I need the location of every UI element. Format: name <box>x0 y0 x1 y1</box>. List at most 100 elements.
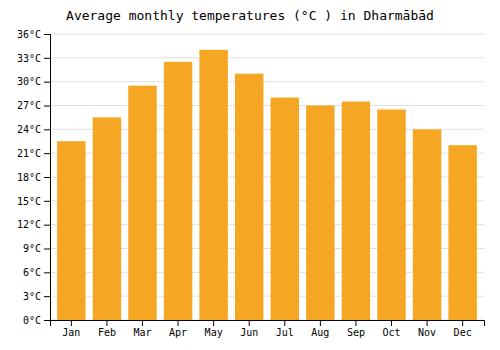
y-tick-label: 18°C <box>17 172 41 183</box>
bar <box>413 129 441 320</box>
chart-title: Average monthly temperatures (°C ) in Dh… <box>66 8 434 23</box>
x-tick-mark <box>284 320 285 326</box>
grid-line <box>50 57 484 58</box>
x-tick-mark <box>142 320 143 326</box>
grid-line <box>50 105 484 106</box>
x-tick-mark <box>106 320 107 326</box>
bar <box>57 141 85 320</box>
x-tick: Jul <box>276 320 294 338</box>
x-tick: Aug <box>311 320 329 338</box>
y-tick: 6°C <box>23 267 50 278</box>
y-axis: 0°C 3°C 6°C 9°C 12°C 15°C 18°C 21°C 24°C 27°C 30°C… <box>17 29 51 326</box>
bar <box>377 109 405 320</box>
x-tick: May <box>205 320 223 338</box>
x-tick-label: Jul <box>276 327 294 338</box>
chart-svg: Average monthly temperatures (°C ) in Dh… <box>0 0 500 350</box>
y-tick-label: 3°C <box>23 291 41 302</box>
x-tick: Mar <box>133 320 151 338</box>
x-tick-label: Aug <box>311 327 329 338</box>
y-tick-label: 9°C <box>23 243 41 254</box>
x-tick-label: Apr <box>169 327 187 338</box>
y-tick: 18°C <box>17 172 50 183</box>
x-tick-mark <box>427 320 428 326</box>
y-tick-mark <box>44 34 50 35</box>
chart-container: Average monthly temperatures (°C ) in Dh… <box>0 0 500 350</box>
plot-area: 0°C 3°C 6°C 9°C 12°C 15°C 18°C 21°C 24°C 27°C 30°C… <box>17 29 485 338</box>
y-tick-label: 12°C <box>17 219 41 230</box>
x-tick-label: Jan <box>62 327 80 338</box>
y-tick-label: 27°C <box>17 100 41 111</box>
x-tick-label: May <box>205 327 223 338</box>
bar <box>342 102 370 320</box>
bar <box>235 74 263 320</box>
y-tick: 24°C <box>17 124 50 135</box>
y-tick-mark <box>44 225 50 226</box>
y-tick: 33°C <box>17 53 50 64</box>
x-tick-mark <box>71 320 72 326</box>
y-tick-label: 15°C <box>17 196 41 207</box>
y-tick-mark <box>44 249 50 250</box>
y-tick-label: 24°C <box>17 124 41 135</box>
x-tick: Oct <box>382 320 400 338</box>
y-tick: 3°C <box>23 291 50 302</box>
y-tick-mark <box>44 153 50 154</box>
x-tick: Apr <box>169 320 187 338</box>
y-tick: 36°C <box>17 29 50 40</box>
y-tick-mark <box>44 129 50 130</box>
y-tick-mark <box>44 82 50 83</box>
x-tick: Feb <box>98 320 116 338</box>
bars <box>57 50 477 320</box>
bar <box>199 50 227 320</box>
y-tick-label: 36°C <box>17 29 41 40</box>
x-axis: Jan Feb Mar Apr May Jun Jul Aug Sep Oct Nov Dec <box>51 320 485 338</box>
x-tick: Jan <box>62 320 80 338</box>
x-tick-label: Oct <box>382 327 400 338</box>
y-tick: 21°C <box>17 148 50 159</box>
grid <box>50 34 484 320</box>
x-tick-label: Sep <box>347 327 365 338</box>
y-tick: 30°C <box>17 76 50 87</box>
bar <box>164 62 192 320</box>
bar <box>448 145 476 320</box>
y-tick-label: 6°C <box>23 267 41 278</box>
axis-domain <box>44 35 51 321</box>
x-tick-label: Nov <box>418 327 436 338</box>
bar <box>93 117 121 320</box>
y-tick: 27°C <box>17 100 50 111</box>
bar <box>128 86 156 320</box>
axis-domain <box>51 321 485 327</box>
y-tick-mark <box>44 177 50 178</box>
x-tick: Jun <box>240 320 258 338</box>
y-tick: 0°C <box>23 315 50 326</box>
grid-line <box>50 34 484 35</box>
x-tick-label: Feb <box>98 327 116 338</box>
grid-line <box>50 81 484 82</box>
x-tick-label: Mar <box>133 327 151 338</box>
y-tick-label: 33°C <box>17 53 41 64</box>
x-tick-mark <box>213 320 214 326</box>
x-tick: Nov <box>418 320 436 338</box>
x-tick-label: Dec <box>454 327 472 338</box>
y-tick-mark <box>44 272 50 273</box>
y-tick-mark <box>44 58 50 59</box>
y-tick-label: 30°C <box>17 76 41 87</box>
x-tick-mark <box>320 320 321 326</box>
x-tick: Dec <box>454 320 472 338</box>
x-tick-mark <box>462 320 463 326</box>
y-tick-mark <box>44 201 50 202</box>
y-tick-mark <box>44 296 50 297</box>
x-tick-mark <box>391 320 392 326</box>
x-tick-mark <box>249 320 250 326</box>
x-tick-mark <box>178 320 179 326</box>
y-tick: 9°C <box>23 243 50 254</box>
bar <box>271 98 299 320</box>
y-tick: 15°C <box>17 196 50 207</box>
y-tick-mark <box>44 320 50 321</box>
y-tick-label: 0°C <box>23 315 41 326</box>
y-tick: 12°C <box>17 219 50 230</box>
bar <box>306 106 334 321</box>
y-tick-label: 21°C <box>17 148 41 159</box>
y-tick-mark <box>44 106 50 107</box>
x-tick: Sep <box>347 320 365 338</box>
x-tick-mark <box>355 320 356 326</box>
